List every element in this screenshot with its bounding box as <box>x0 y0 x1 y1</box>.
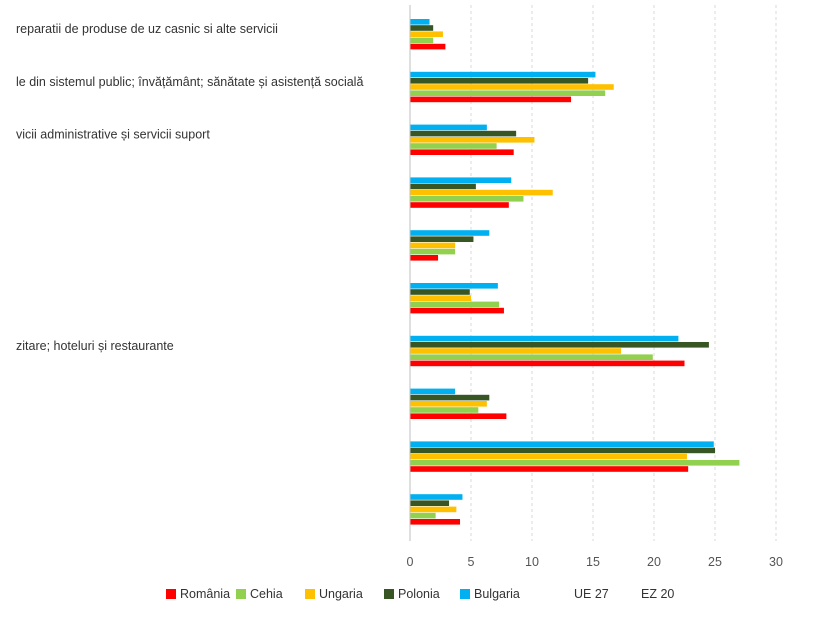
bar-cehia-2 <box>410 143 497 149</box>
bar-bulgaria-5 <box>410 283 498 289</box>
bar-rom-nia-3 <box>410 202 509 208</box>
bar-cehia-8 <box>410 460 740 466</box>
bar-ungaria-5 <box>410 295 471 301</box>
legend-swatch-bulgaria <box>460 589 470 599</box>
legend-label-ungaria: Ungaria <box>319 587 363 601</box>
bar-cehia-3 <box>410 196 524 202</box>
bar-ungaria-6 <box>410 348 622 354</box>
bar-ungaria-3 <box>410 189 553 196</box>
bar-polonia-8 <box>410 447 715 454</box>
bar-bulgaria-8 <box>410 441 714 447</box>
tick-label-5: 5 <box>468 555 475 569</box>
bar-cehia-7 <box>410 407 479 413</box>
legend-swatch-ungaria <box>305 589 315 599</box>
bar-rom-nia-2 <box>410 149 514 155</box>
category-label-6: zitare; hoteluri și restaurante <box>16 339 174 353</box>
category-label-0: reparatii de produse de uz casnic si alt… <box>16 22 278 36</box>
bar-polonia-3 <box>410 183 476 190</box>
legend-label-ez-20: EZ 20 <box>641 587 674 601</box>
legend-item-polonia: Polonia <box>384 587 440 601</box>
bar-bulgaria-0 <box>410 19 430 25</box>
bar-polonia-7 <box>410 394 490 401</box>
bar-bulgaria-2 <box>410 124 487 131</box>
tick-label-30: 30 <box>769 555 783 569</box>
legend-item-ungaria: Ungaria <box>305 587 363 601</box>
bar-rom-nia-9 <box>410 519 461 525</box>
tick-label-10: 10 <box>525 555 539 569</box>
bar-ungaria-4 <box>410 242 456 249</box>
category-labels: reparatii de produse de uz casnic si alt… <box>16 22 363 353</box>
bar-ungaria-1 <box>410 84 614 90</box>
bar-bulgaria-7 <box>410 388 456 395</box>
bar-bulgaria-3 <box>410 177 512 183</box>
bar-ungaria-8 <box>410 453 687 460</box>
category-label-2: vicii administrative și servicii suport <box>16 128 210 142</box>
bar-rom-nia-1 <box>410 96 572 103</box>
bar-rom-nia-8 <box>410 466 689 472</box>
legend-item-bulgaria: Bulgaria <box>460 587 520 601</box>
bar-rom-nia-6 <box>410 360 685 367</box>
category-label-1: le din sistemul public; învățământ; sănă… <box>16 75 363 89</box>
legend-item-ue-27: UE 27 <box>574 587 609 601</box>
bar-cehia-4 <box>410 248 456 255</box>
bar-cehia-6 <box>410 354 653 360</box>
bar-polonia-5 <box>410 289 470 295</box>
legend-label-bulgaria: Bulgaria <box>474 587 520 601</box>
bar-cehia-1 <box>410 90 606 96</box>
legend-swatch-cehia <box>236 589 246 599</box>
bar-polonia-1 <box>410 78 589 84</box>
tick-label-15: 15 <box>586 555 600 569</box>
legend-item-rom-nia: România <box>166 587 230 601</box>
bar-ungaria-2 <box>410 137 535 143</box>
bar-bulgaria-1 <box>410 71 596 78</box>
legend-item-ez-20: EZ 20 <box>641 587 674 601</box>
bar-rom-nia-7 <box>410 413 507 419</box>
bar-bulgaria-4 <box>410 230 490 236</box>
bar-rom-nia-4 <box>410 255 439 261</box>
bar-rom-nia-5 <box>410 307 504 314</box>
tick-label-20: 20 <box>647 555 661 569</box>
bar-polonia-2 <box>410 130 517 137</box>
legend-swatch-rom-nia <box>166 589 176 599</box>
legend-label-rom-nia: România <box>180 587 230 601</box>
bar-cehia-5 <box>410 301 500 308</box>
tick-label-25: 25 <box>708 555 722 569</box>
bar-bulgaria-9 <box>410 494 463 500</box>
bar-ungaria-0 <box>410 31 443 37</box>
tick-labels: 0 5 10 15 20 25 30 <box>407 555 783 569</box>
bar-cehia-0 <box>410 37 434 44</box>
legend-swatch-polonia <box>384 589 394 599</box>
legend-label-cehia: Cehia <box>250 587 283 601</box>
bar-ungaria-9 <box>410 506 457 513</box>
bar-polonia-0 <box>410 25 434 31</box>
bar-ungaria-7 <box>410 401 487 407</box>
bar-rom-nia-0 <box>410 43 446 50</box>
legend-label-polonia: Polonia <box>398 587 440 601</box>
legend: România Cehia Ungaria Polonia Bulgaria UE 27 E… <box>166 587 674 601</box>
bar-polonia-4 <box>410 236 474 242</box>
bar-polonia-9 <box>410 500 450 506</box>
bars <box>410 19 740 525</box>
tick-label-0: 0 <box>407 555 414 569</box>
bar-cehia-9 <box>410 512 436 519</box>
bar-polonia-6 <box>410 342 709 348</box>
legend-label-ue-27: UE 27 <box>574 587 609 601</box>
bar-bulgaria-6 <box>410 335 679 342</box>
legend-item-cehia: Cehia <box>236 587 283 601</box>
